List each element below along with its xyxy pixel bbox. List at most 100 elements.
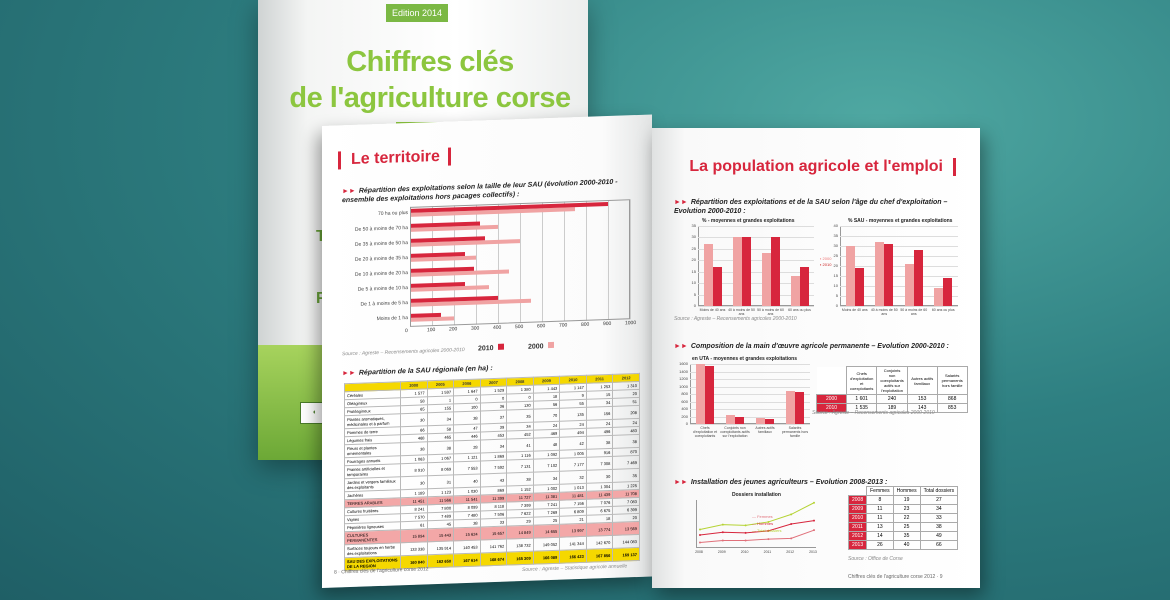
- arrows-icon: ►►: [674, 343, 688, 350]
- y-tick-label: 25: [691, 245, 696, 251]
- grid-line: [690, 409, 810, 410]
- series-point: [767, 538, 770, 541]
- table-cell: 13 569: [612, 521, 640, 536]
- x-category-label: Chefs d'exploitation et coexploitants: [692, 426, 718, 438]
- series-point: [790, 523, 793, 525]
- category-label: De 5 à moins de 10 ha: [357, 284, 408, 293]
- x-year-label: 2010: [740, 550, 749, 554]
- grid-line: [840, 276, 958, 277]
- series-point: [699, 541, 701, 544]
- table-cell: 8 069: [427, 461, 454, 476]
- table-cell: 14 849: [506, 525, 534, 540]
- chart-frame: [410, 199, 630, 327]
- x-tick-label: 200: [449, 326, 458, 333]
- x-tick-label: 1000: [625, 320, 637, 327]
- right-page-footer: Chiffres clés de l'agriculture corse 201…: [848, 574, 943, 580]
- table-cell: 34: [919, 504, 959, 514]
- x-year-label: 2009: [717, 550, 726, 554]
- table-cell: 35: [892, 531, 921, 541]
- work-heading: ►► Composition de la main d'œuvre agricol…: [674, 342, 970, 351]
- grid-line: [690, 386, 810, 388]
- grid-line: [698, 271, 814, 273]
- y-tick-label: 1000: [679, 383, 688, 389]
- year-cell: 2009: [847, 504, 868, 514]
- bar-2000: [904, 264, 914, 306]
- year-cell: 2012: [847, 531, 868, 541]
- y-tick-label: 25: [833, 253, 838, 258]
- table-cell: 42: [559, 436, 587, 451]
- series-point: [721, 523, 724, 526]
- table-header-cell: Autres actifs familiaux: [906, 366, 938, 395]
- right-page: La population agricole et l'emploi ►► Rép…: [652, 128, 980, 588]
- table-cell: 38: [427, 440, 454, 455]
- age-heading-text: Répartition des exploitations et de la S…: [674, 199, 948, 215]
- bar-2010: [884, 244, 894, 306]
- table-cell: 25: [892, 522, 921, 532]
- bar-2000: [703, 244, 713, 306]
- work-chart-title: en UTA - moyennes et grandes exploitatio…: [692, 356, 798, 362]
- bar-2010: [735, 416, 744, 424]
- table-cell: 15 624: [453, 526, 481, 541]
- bar-2010: [765, 418, 774, 424]
- work-table: Chefs d'exploitation et coexploitants Con…: [816, 366, 968, 413]
- series-point: [790, 537, 793, 540]
- table-cell: 49: [919, 531, 959, 541]
- grid-line: [698, 306, 814, 307]
- table-cell: 7 131: [506, 459, 534, 474]
- table-cell: 208: [612, 405, 640, 420]
- table-cell: 165 309: [506, 551, 534, 566]
- bar-2010: [712, 267, 722, 306]
- table-cell: 135 914: [427, 540, 454, 555]
- left-page: Le territoire ►► Répartition des exploita…: [322, 114, 652, 589]
- table-cell: 37: [480, 410, 507, 424]
- table-cell: 868: [936, 394, 968, 404]
- y-tick-label: 0: [685, 421, 688, 426]
- series-line-hommes: [699, 520, 815, 536]
- grid-line: [698, 283, 814, 285]
- grid-line: [698, 260, 814, 262]
- table-row: 2009 11 23 34: [847, 504, 959, 514]
- y-tick-label: 10: [833, 283, 838, 288]
- table-cell: 70: [533, 408, 560, 423]
- table-row: 2008 8 19 27: [847, 495, 959, 505]
- table-cell: 156: [586, 406, 613, 421]
- series-point: [813, 501, 815, 504]
- y-tick-label: 1200: [679, 376, 688, 381]
- table-cell: 28: [453, 439, 481, 454]
- young-source: Source : Office de Corse: [848, 556, 903, 562]
- table-row: 2011 13 25 38: [847, 522, 959, 532]
- legend-2000-swatch: [547, 341, 554, 349]
- sau-table-heading-text: Répartition de la SAU régionale (en ha) …: [358, 365, 493, 377]
- young-table: Femmes Hommes Total dossiers 2008 8 19 27 2009 1…: [847, 486, 959, 550]
- year-cell: 2013: [847, 540, 868, 550]
- arrows-icon: ►►: [674, 479, 688, 486]
- series-point: [767, 520, 770, 523]
- table-cell: 140 453: [453, 539, 481, 554]
- table-cell: 167 614: [453, 552, 481, 567]
- young-legend-item: — Hommes: [752, 521, 774, 526]
- y-tick-label: 5: [835, 293, 838, 298]
- grid-line: [840, 236, 958, 237]
- x-year-label: 2008: [695, 550, 703, 554]
- bar-2000: [756, 418, 765, 424]
- sau-table: 2000 2005 2006 2007 2008 2009 2010 2011 2012 Céré…: [344, 373, 640, 571]
- grid-line: [690, 371, 810, 373]
- work-heading-text: Composition de la main d'œuvre agricole …: [690, 343, 949, 350]
- legend-2010: 2010: [478, 343, 504, 353]
- series-point: [813, 529, 815, 532]
- table-cell: 13: [866, 522, 894, 532]
- series-line-femmes: [699, 529, 815, 544]
- table-cell: 11: [866, 513, 894, 523]
- category-label: De 50 à moins de 70 ha: [354, 224, 408, 233]
- y-tick-label: 5: [693, 291, 696, 297]
- bar-2000: [790, 276, 800, 306]
- table-header-cell: Femmes: [866, 486, 894, 496]
- table-cell: 144 083: [612, 534, 640, 549]
- table-cell: 15 443: [427, 527, 454, 542]
- grid-line: [690, 401, 810, 403]
- series-point: [744, 524, 747, 527]
- table-cell: 7 102: [533, 458, 560, 473]
- y-tick-label: 15: [833, 273, 838, 278]
- table-cell: 32: [559, 470, 587, 485]
- table-cell: 169 137: [612, 547, 640, 562]
